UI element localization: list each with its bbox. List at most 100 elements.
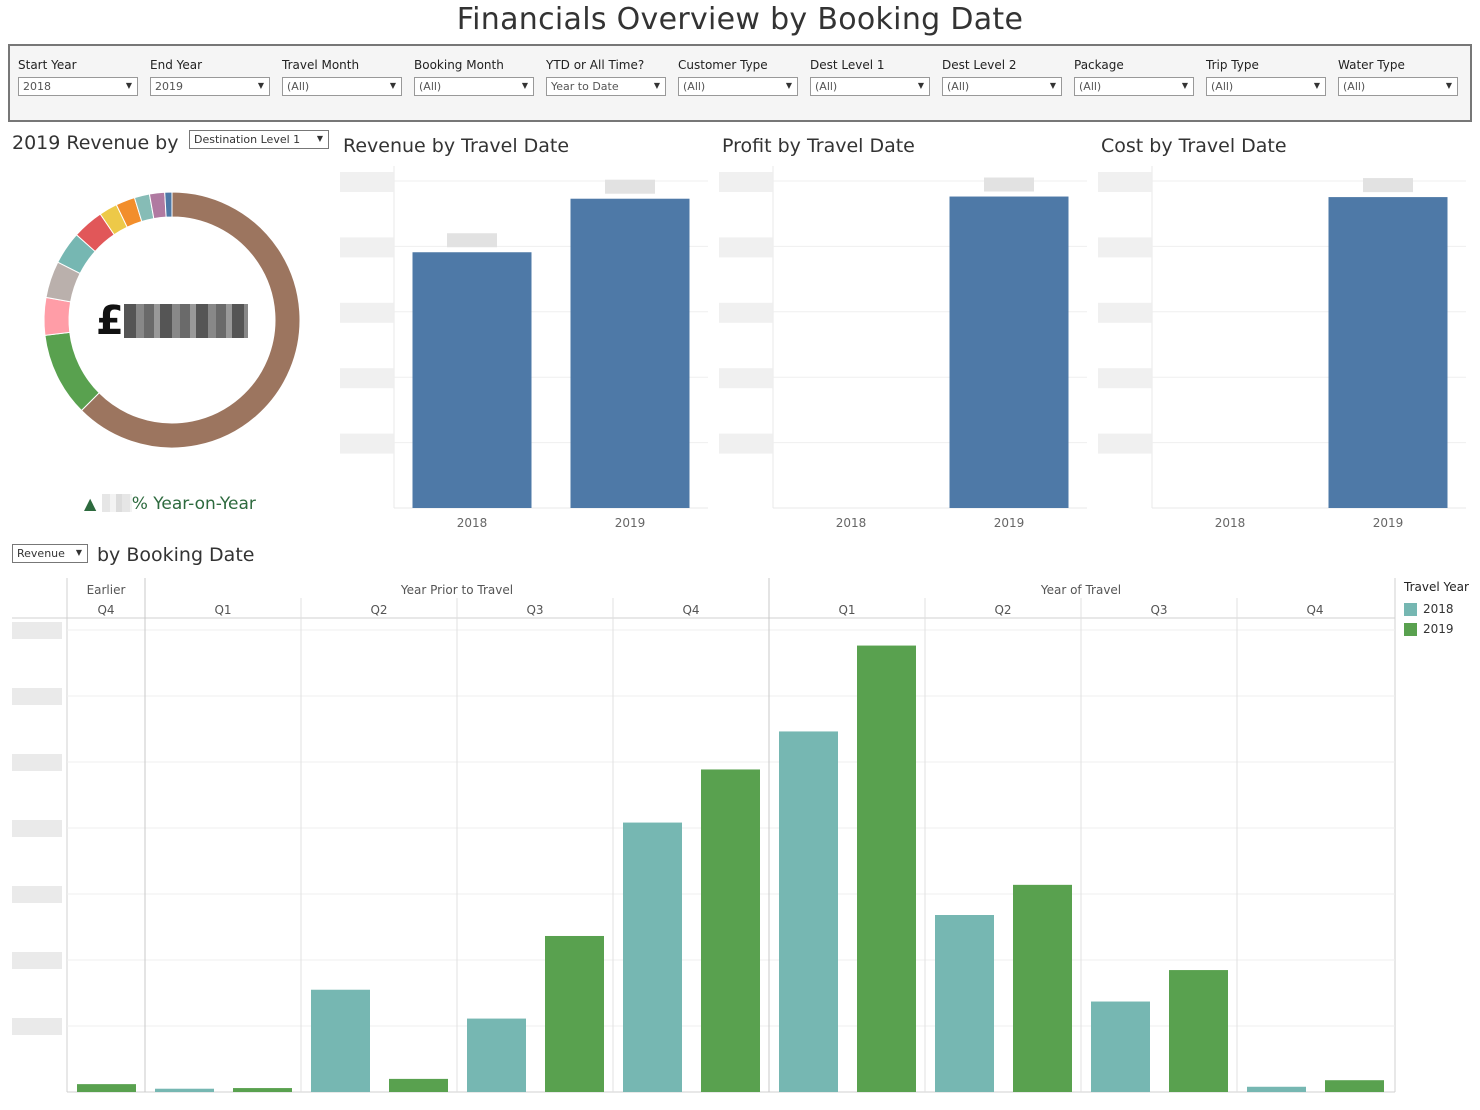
filter-dropdown[interactable]: (All) ▼	[678, 77, 798, 96]
filter-dropdown-value: (All)	[419, 80, 442, 93]
y-tick-label-redacted	[340, 237, 394, 258]
filter-travel-month: Travel Month (All) ▼	[282, 58, 402, 96]
bar-2018[interactable]	[412, 252, 532, 508]
bar-2018-Q4[interactable]	[1247, 1086, 1306, 1092]
destination-level-select-value: Destination Level 1	[194, 133, 301, 146]
legend-item-2019[interactable]: 2019	[1404, 619, 1476, 639]
donut-slice-1[interactable]	[44, 331, 100, 412]
revenue-by-booking-date-chart[interactable]: Earlier Year Prior to Travel Year of Trave…	[0, 572, 1400, 1102]
y-tick-label-redacted	[719, 237, 773, 258]
x-tick-label-2019: 2019	[994, 516, 1025, 530]
donut-slice-10[interactable]	[164, 191, 173, 218]
quarter-label-Q3: Q3	[1150, 603, 1167, 617]
bar-2018-Q2[interactable]	[311, 989, 370, 1092]
revenue-chart-title: Revenue by Travel Date	[343, 135, 570, 157]
filter-dropdown[interactable]: (All) ▼	[810, 77, 930, 96]
booking-chart-title: by Booking Date	[97, 544, 255, 566]
filter-dropdown[interactable]: (All) ▼	[1074, 77, 1194, 96]
bar-2019[interactable]	[949, 196, 1069, 509]
filter-dropdown[interactable]: (All) ▼	[942, 77, 1062, 96]
bar-2018-Q1[interactable]	[779, 731, 838, 1092]
x-tick-label-2018: 2018	[836, 516, 867, 530]
chevron-down-icon: ▼	[521, 81, 528, 90]
data-label-redacted	[1363, 178, 1413, 193]
bar-2019-Q3[interactable]	[545, 935, 604, 1092]
bar-2019-Q4[interactable]	[77, 1084, 136, 1092]
filter-dropdown[interactable]: (All) ▼	[282, 77, 402, 96]
filter-dest-level-2: Dest Level 2 (All) ▼	[942, 58, 1062, 96]
legend-swatch-2018	[1404, 602, 1417, 616]
filter-label: Trip Type	[1206, 58, 1259, 72]
filter-dropdown-value: (All)	[815, 80, 838, 93]
filter-dropdown-value: (All)	[947, 80, 970, 93]
filter-dropdown[interactable]: (All) ▼	[1206, 77, 1326, 96]
data-label-redacted	[984, 177, 1034, 192]
filter-dropdown[interactable]: (All) ▼	[414, 77, 534, 96]
y-tick-label-redacted	[340, 368, 394, 389]
destination-level-select[interactable]: Destination Level 1 ▼	[189, 130, 329, 149]
legend-label-2018: 2018	[1423, 602, 1454, 616]
metric-select[interactable]: Revenue ▼	[12, 544, 88, 563]
bar-2018-Q2[interactable]	[935, 915, 994, 1092]
filter-dropdown-value: (All)	[1079, 80, 1102, 93]
bar-2019-Q2[interactable]	[389, 1078, 448, 1092]
revenue-by-travel-date-chart[interactable]: 2018 2019	[336, 166, 712, 536]
filter-start-year: Start Year 2018 ▼	[18, 58, 138, 96]
bar-2019-Q2[interactable]	[1013, 884, 1072, 1092]
x-tick-label-2018: 2018	[1215, 516, 1246, 530]
bar-2019-Q3[interactable]	[1169, 970, 1228, 1092]
y-tick-label-redacted	[12, 952, 62, 969]
bar-2019[interactable]	[570, 198, 690, 508]
bar-2018-Q3[interactable]	[467, 1018, 526, 1092]
y-tick-label-redacted	[1098, 172, 1152, 192]
bar-2018-Q1[interactable]	[155, 1088, 214, 1092]
bar-2019[interactable]	[1328, 197, 1448, 508]
y-tick-label-redacted	[719, 302, 773, 323]
y-tick-label-redacted	[340, 302, 394, 323]
filter-dropdown[interactable]: (All) ▼	[1338, 77, 1458, 96]
revenue-donut-chart[interactable]	[0, 170, 340, 470]
filter-dropdown-value: (All)	[287, 80, 310, 93]
quarter-label-Q4: Q4	[1306, 603, 1323, 617]
chevron-down-icon: ▼	[389, 81, 396, 90]
cost-by-travel-date-chart[interactable]: 2018 2019	[1094, 166, 1470, 536]
bar-2019-Q1[interactable]	[857, 645, 916, 1092]
filter-dropdown[interactable]: Year to Date ▼	[546, 77, 666, 96]
chevron-down-icon: ▼	[1181, 81, 1188, 90]
legend-label-2019: 2019	[1423, 622, 1454, 636]
y-tick-label-redacted	[12, 688, 62, 705]
filter-dropdown[interactable]: 2019 ▼	[150, 77, 270, 96]
filter-dest-level-1: Dest Level 1 (All) ▼	[810, 58, 930, 96]
bar-2019-Q1[interactable]	[233, 1088, 292, 1092]
bar-2018-Q3[interactable]	[1091, 1001, 1150, 1092]
bar-2018-Q4[interactable]	[623, 822, 682, 1092]
y-tick-label-redacted	[12, 886, 62, 903]
donut-center-value: £	[96, 298, 248, 344]
filter-trip-type: Trip Type (All) ▼	[1206, 58, 1326, 96]
header-group-label: Year of Travel	[1040, 583, 1121, 597]
chevron-down-icon: ▼	[257, 81, 264, 90]
chevron-down-icon: ▼	[1313, 81, 1320, 90]
filter-customer-type: Customer Type (All) ▼	[678, 58, 798, 96]
currency-symbol: £	[96, 298, 124, 344]
x-tick-label-2018: 2018	[457, 516, 488, 530]
donut-slice-2[interactable]	[43, 296, 72, 336]
bar-2019-Q4[interactable]	[1325, 1080, 1384, 1092]
filter-label: End Year	[150, 58, 203, 72]
year-on-year-change: ▲ % Year-on-Year	[84, 494, 256, 514]
filter-dropdown[interactable]: 2018 ▼	[18, 77, 138, 96]
profit-by-travel-date-chart[interactable]: 2018 2019	[715, 166, 1091, 536]
quarter-label-Q2: Q2	[994, 603, 1011, 617]
legend-title: Travel Year	[1404, 580, 1469, 594]
cost-chart-title: Cost by Travel Date	[1101, 135, 1287, 157]
filter-label: Water Type	[1338, 58, 1405, 72]
filter-dropdown-value: Year to Date	[551, 80, 619, 93]
redacted-percent	[101, 494, 132, 512]
legend-item-2018[interactable]: 2018	[1404, 599, 1476, 619]
bar-2019-Q4[interactable]	[701, 769, 760, 1092]
y-tick-label-redacted	[1098, 302, 1152, 323]
filter-dropdown-value: 2019	[155, 80, 183, 93]
filter-label: Travel Month	[282, 58, 360, 72]
donut-slice-0[interactable]	[80, 191, 301, 449]
chevron-down-icon: ▼	[75, 548, 82, 557]
